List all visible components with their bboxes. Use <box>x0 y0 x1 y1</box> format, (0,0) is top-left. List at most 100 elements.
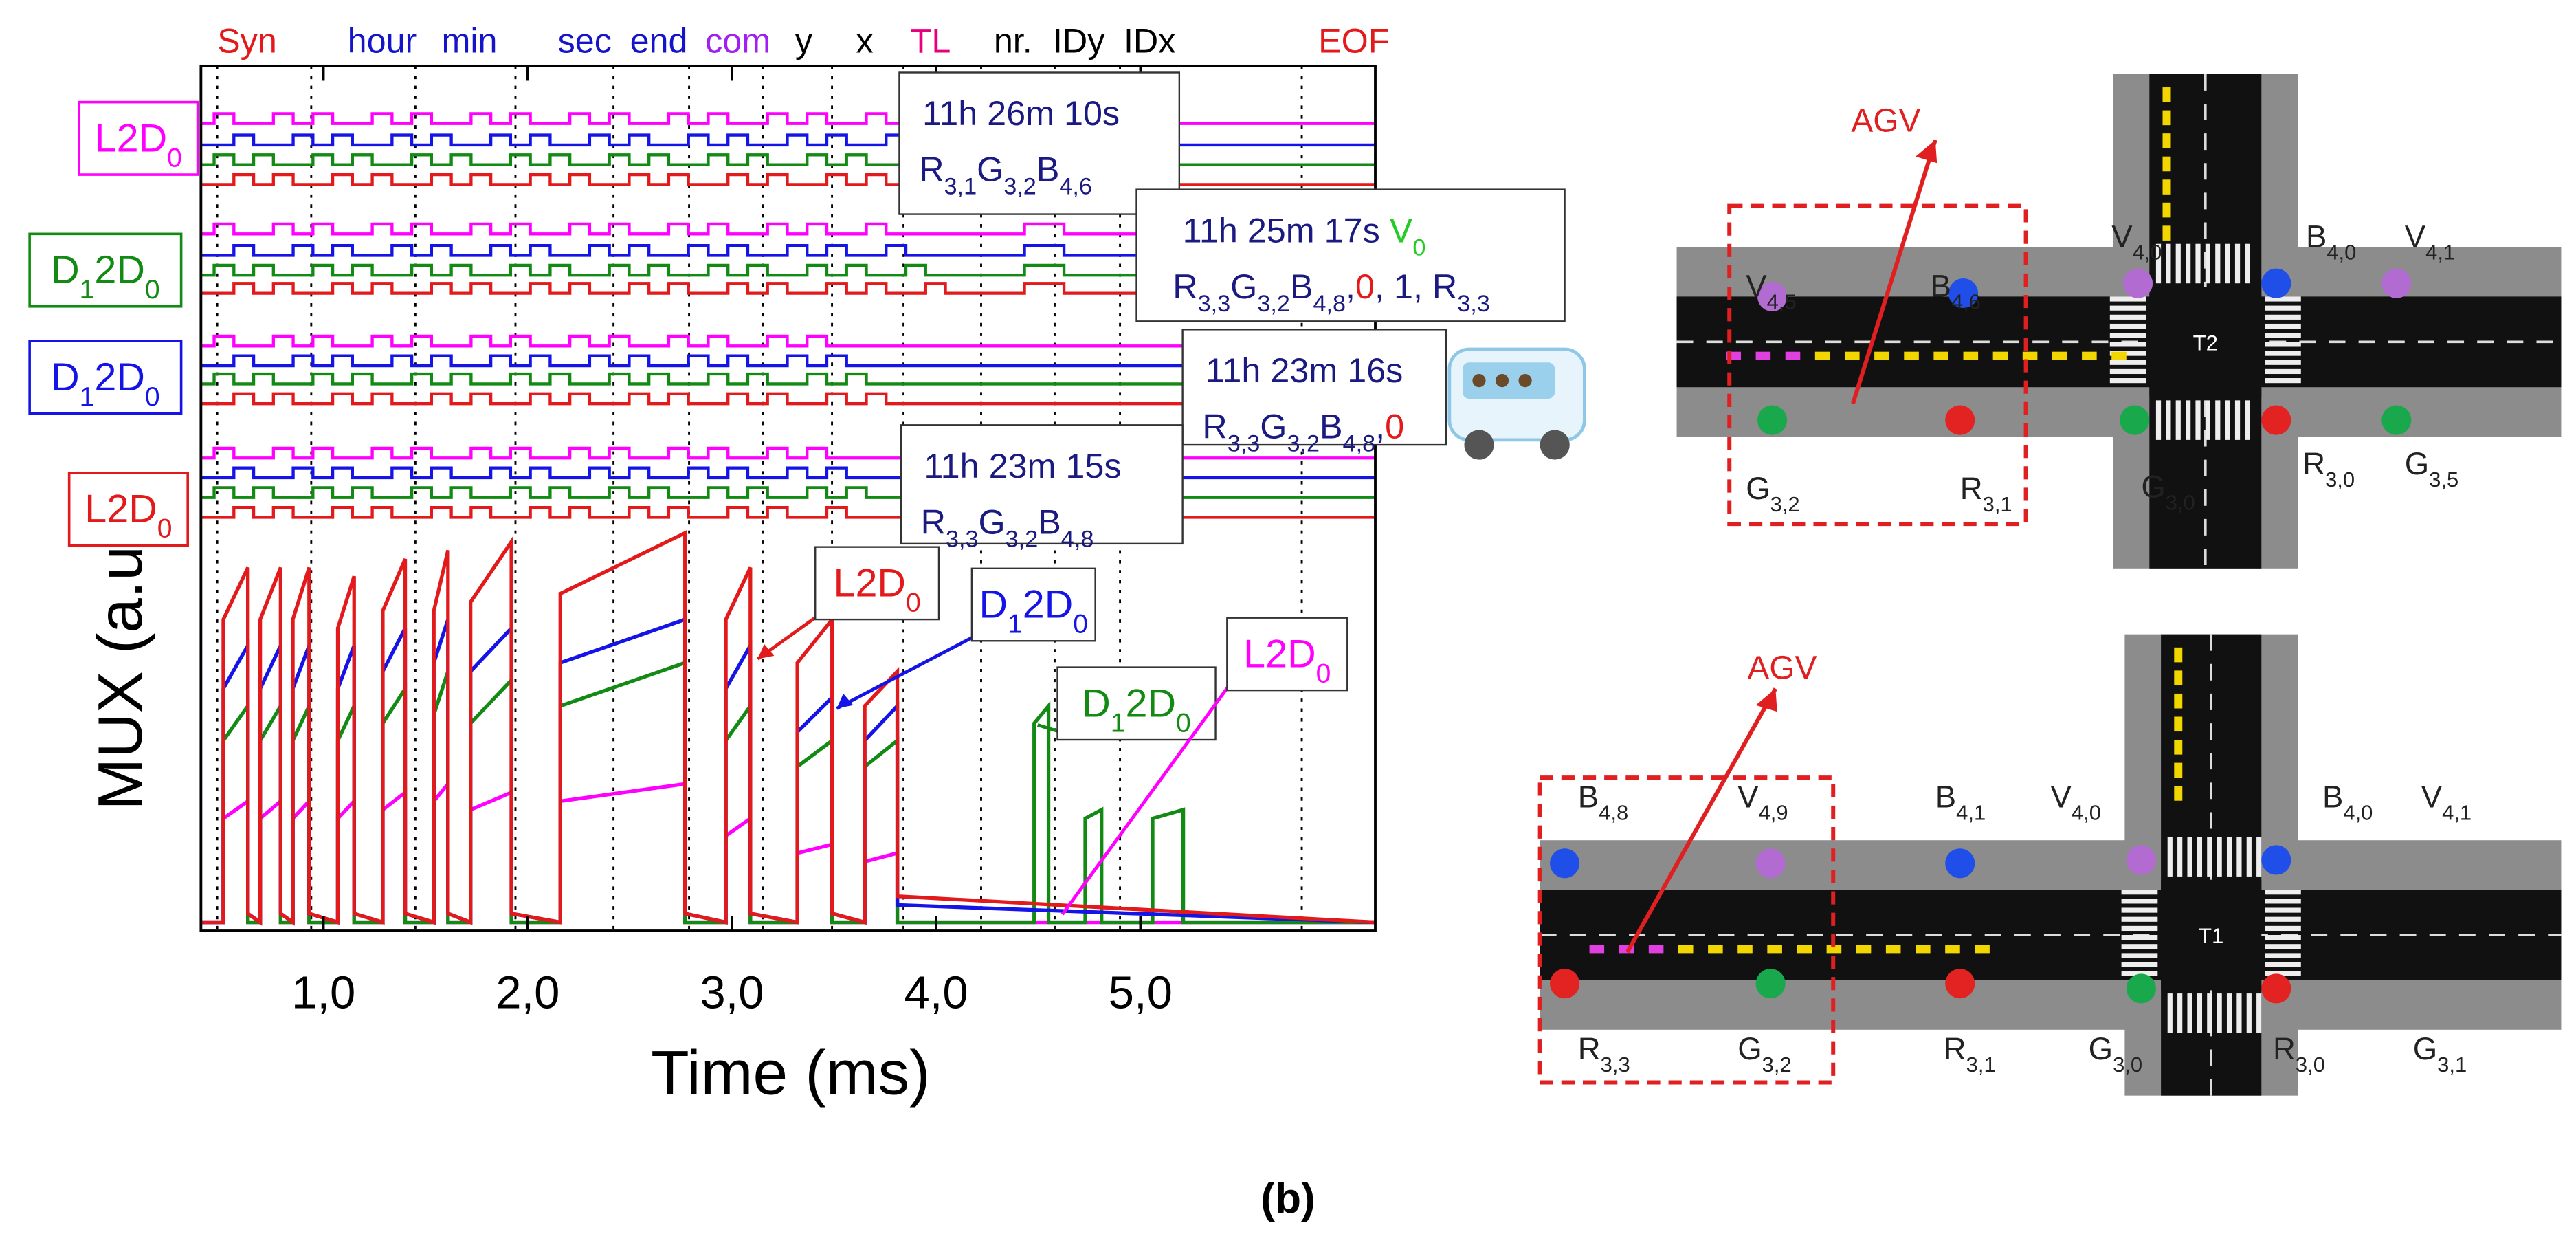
light-label: V4,0 <box>2051 779 2101 824</box>
text-part: G <box>2413 1031 2437 1066</box>
subscript: 3,3 <box>1228 430 1261 456</box>
text-part: 11h 25m 17s <box>1183 210 1390 250</box>
crosswalk <box>2225 400 2230 440</box>
vehicle <box>1726 351 1742 360</box>
light-label: R3,1 <box>1960 471 2012 516</box>
digital-trace <box>201 354 1376 368</box>
agv-arrow <box>1851 139 1937 405</box>
subscript: 4,9 <box>1759 800 1788 824</box>
digital-trace <box>201 372 1376 386</box>
arrow-head <box>757 644 775 659</box>
crosswalk <box>2109 368 2146 375</box>
x-tick-label: 4,0 <box>904 967 968 1019</box>
crosswalk <box>2121 971 2158 976</box>
crosswalk <box>2265 899 2301 904</box>
signal-light <box>1945 405 1975 435</box>
crosswalk <box>2265 378 2301 384</box>
intersection-core <box>2149 287 2262 397</box>
text-part: B <box>1036 150 1060 189</box>
rich-text: 11h 26m 10s <box>922 93 1120 133</box>
crosswalk <box>2205 400 2210 440</box>
light-label: R3,1 <box>1944 1031 1996 1076</box>
crosswalk <box>2265 916 2301 922</box>
subscript: 3,5 <box>2429 467 2458 492</box>
channel-label: sec <box>558 21 612 60</box>
crosswalk <box>2265 368 2301 375</box>
crosswalk <box>2265 360 2301 365</box>
crosswalk <box>2234 243 2241 284</box>
light-label: V4,0 <box>2111 219 2162 264</box>
subscript: 3,1 <box>1983 492 2012 516</box>
text-part: G <box>977 150 1003 189</box>
channel-label: nr. <box>994 21 1032 60</box>
vehicle <box>1945 945 1960 954</box>
crosswalk <box>2265 305 2301 311</box>
subscript: 0 <box>1316 659 1331 688</box>
subscript: 3,0 <box>2296 1052 2325 1076</box>
subscript: 0 <box>157 514 173 543</box>
vehicle <box>2162 202 2171 218</box>
callout-box <box>1181 329 1447 446</box>
series-label: D12D0 <box>1082 681 1191 737</box>
subscript: 4,1 <box>2425 240 2455 264</box>
text-part: G <box>1737 1031 1762 1066</box>
trace-label-box <box>28 340 183 415</box>
text-part: B <box>1578 779 1599 814</box>
crosswalk <box>2195 243 2201 284</box>
agv-label: AGV <box>1747 650 1817 686</box>
vehicle <box>2174 647 2183 663</box>
channel-label: TL <box>911 21 951 60</box>
text-part: R <box>1944 1031 1966 1066</box>
channel-label: x <box>856 21 874 60</box>
crosswalk <box>2166 400 2171 440</box>
signal-light <box>2261 405 2291 435</box>
crosswalk <box>2109 351 2146 356</box>
signal-light <box>1757 405 1788 435</box>
crosswalk <box>2197 993 2203 1033</box>
vehicle <box>2162 179 2171 195</box>
crosswalk <box>2109 378 2146 384</box>
crosswalk <box>2175 243 2181 284</box>
light-label: B4,8 <box>1578 779 1628 824</box>
crosswalk <box>2256 993 2262 1033</box>
crosswalk <box>2265 944 2301 949</box>
rich-text: 11h 23m 15s <box>924 446 1121 485</box>
crosswalk <box>2226 837 2232 877</box>
crosswalk <box>2265 351 2301 356</box>
crosswalk <box>2167 993 2173 1033</box>
vehicle <box>1589 945 1605 954</box>
x-axis-label: Time (ms) <box>651 1038 930 1108</box>
crosswalk <box>2245 400 2250 440</box>
signal-light <box>2122 268 2153 298</box>
subscript: 3,3 <box>1457 291 1490 317</box>
vehicle <box>1916 945 1931 954</box>
crosswalk <box>2265 314 2301 320</box>
text-part: V <box>2405 219 2426 254</box>
channel-label: IDx <box>1124 21 1175 60</box>
text-part: 2D <box>94 248 145 292</box>
vehicle <box>1885 945 1901 954</box>
crosswalk <box>2217 837 2222 877</box>
crosswalk <box>2109 296 2146 302</box>
subscript: 4,0 <box>2133 240 2162 264</box>
subscript: 0 <box>145 275 160 305</box>
vehicle <box>2174 762 2183 778</box>
text-part: B <box>2306 219 2327 254</box>
vehicle <box>1904 351 1919 360</box>
text-part: V <box>1737 779 1759 814</box>
crosswalk <box>2265 907 2301 913</box>
signal-light <box>1755 848 1786 879</box>
text-part: 11h 23m 15s <box>924 446 1121 485</box>
signal-id: T2 <box>2193 331 2218 355</box>
crosswalk <box>2121 953 2158 958</box>
crosswalk <box>2186 243 2191 284</box>
subscript: 3,1 <box>1966 1052 1996 1076</box>
subscript: 1 <box>80 382 95 411</box>
light-label: V4,1 <box>2405 219 2455 264</box>
signal-light <box>1550 848 1580 879</box>
series-line <box>201 530 1376 926</box>
crosswalk <box>2265 962 2301 967</box>
vehicle <box>2022 351 2038 360</box>
crosswalk <box>2155 243 2162 284</box>
